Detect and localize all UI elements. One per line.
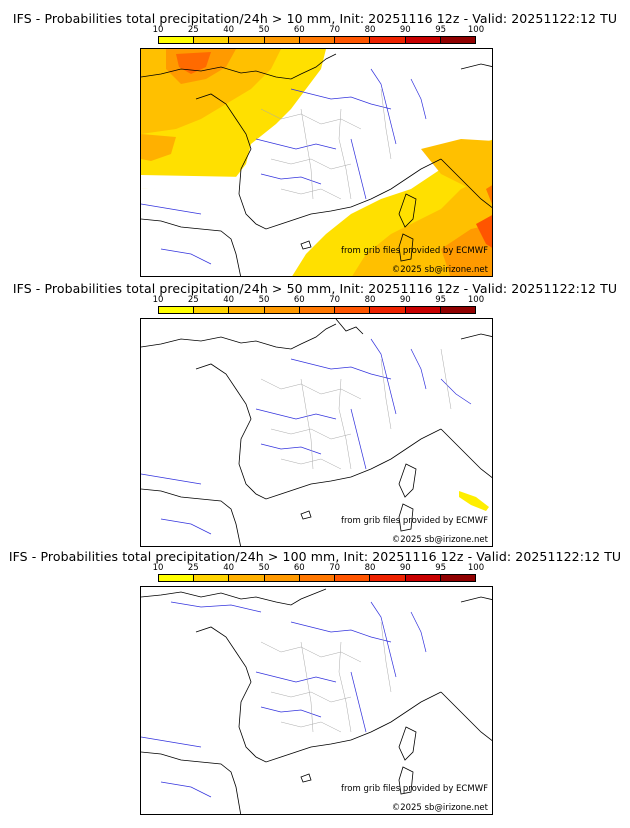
admin-borders	[260, 621, 392, 733]
coastlines	[141, 588, 492, 814]
colorbar-segment	[229, 307, 265, 313]
colorbar-tick: 50	[258, 25, 270, 35]
source-credit: from grib files provided by ECMWF	[341, 784, 488, 794]
colorbar	[158, 574, 476, 582]
panel-title: IFS - Probabilities total precipitation/…	[12, 11, 618, 26]
panel-100mm: IFS - Probabilities total precipitation/…	[0, 538, 630, 815]
colorbar-segment	[440, 37, 475, 43]
map-graphic	[141, 319, 492, 546]
panel-title: IFS - Probabilities total precipitation/…	[12, 281, 618, 296]
colorbar-tick: 60	[293, 25, 305, 35]
colorbar-segment	[229, 575, 265, 581]
colorbar-tick: 10	[152, 563, 164, 573]
colorbar-tick: 50	[258, 563, 270, 573]
colorbar-segment	[264, 575, 300, 581]
colorbar-segment	[194, 575, 230, 581]
colorbar-tick: 100	[467, 25, 485, 35]
colorbar-tick: 50	[258, 295, 270, 305]
colorbar-segment	[264, 307, 300, 313]
coastlines	[141, 319, 492, 546]
colorbar-tick: 70	[329, 295, 341, 305]
colorbar	[158, 36, 476, 44]
source-credit: from grib files provided by ECMWF	[341, 516, 488, 526]
colorbar-tick: 25	[187, 563, 199, 573]
colorbar-segment	[264, 37, 300, 43]
colorbar-tick: 25	[187, 25, 199, 35]
colorbar-segment	[370, 307, 406, 313]
colorbar-tick: 80	[364, 563, 376, 573]
copyright: ©2025 sb@irizone.net	[391, 265, 488, 275]
probability-map: from grib files provided by ECMWF ©2025 …	[140, 586, 493, 815]
admin-borders	[260, 88, 392, 200]
colorbar-segment	[159, 575, 195, 581]
colorbar-tick: 40	[223, 295, 235, 305]
colorbar-tick: 95	[435, 25, 447, 35]
colorbar-segment	[405, 37, 441, 43]
colorbar	[158, 306, 476, 314]
coastlines	[141, 53, 492, 276]
copyright: ©2025 sb@irizone.net	[391, 535, 488, 545]
colorbar-tick: 90	[399, 563, 411, 573]
rivers	[141, 68, 427, 265]
colorbar-tick: 60	[293, 295, 305, 305]
colorbar-tick: 95	[435, 295, 447, 305]
admin-borders	[260, 348, 452, 470]
colorbar-tick: 10	[152, 25, 164, 35]
colorbar-tick: 95	[435, 563, 447, 573]
colorbar-tick: 80	[364, 295, 376, 305]
probability-field	[459, 491, 489, 511]
colorbar-tick: 90	[399, 25, 411, 35]
probability-field	[141, 49, 492, 276]
colorbar-segment	[440, 307, 475, 313]
colorbar-tick: 100	[467, 295, 485, 305]
colorbar-segment	[194, 307, 230, 313]
copyright: ©2025 sb@irizone.net	[391, 803, 488, 813]
colorbar-tick: 60	[293, 563, 305, 573]
colorbar-tick: 40	[223, 25, 235, 35]
map-graphic	[141, 49, 492, 276]
colorbar-segment	[370, 37, 406, 43]
colorbar-tick: 100	[467, 563, 485, 573]
colorbar-segment	[370, 575, 406, 581]
colorbar-tick: 70	[329, 563, 341, 573]
colorbar-segment	[405, 307, 441, 313]
colorbar-segment	[335, 575, 371, 581]
colorbar-segment	[335, 37, 371, 43]
colorbar-tick: 80	[364, 25, 376, 35]
colorbar-tick: 90	[399, 295, 411, 305]
source-credit: from grib files provided by ECMWF	[341, 246, 488, 256]
map-graphic	[141, 588, 492, 814]
colorbar-segment	[194, 37, 230, 43]
panel-10mm: IFS - Probabilities total precipitation/…	[0, 0, 630, 277]
panel-50mm: IFS - Probabilities total precipitation/…	[0, 270, 630, 547]
panel-title: IFS - Probabilities total precipitation/…	[8, 549, 622, 564]
colorbar-segment	[440, 575, 475, 581]
colorbar-tick-labels: 10 25 40 50 60 70 80 90 95 100	[153, 25, 485, 35]
colorbar-segment	[335, 307, 371, 313]
colorbar-segment	[299, 37, 336, 43]
colorbar-segment	[159, 37, 195, 43]
colorbar-segment	[299, 575, 336, 581]
colorbar-tick: 10	[152, 295, 164, 305]
colorbar-segment	[299, 307, 336, 313]
colorbar-segment	[405, 575, 441, 581]
colorbar-tick: 40	[223, 563, 235, 573]
colorbar-tick-labels: 10 25 40 50 60 70 80 90 95 100	[153, 563, 485, 573]
colorbar-segment	[159, 307, 195, 313]
colorbar-tick: 70	[329, 25, 341, 35]
rivers	[141, 601, 427, 798]
colorbar-segment	[229, 37, 265, 43]
probability-map: from grib files provided by ECMWF ©2025 …	[140, 48, 493, 277]
rivers	[141, 338, 472, 535]
colorbar-tick-labels: 10 25 40 50 60 70 80 90 95 100	[153, 295, 485, 305]
colorbar-tick: 25	[187, 295, 199, 305]
probability-map: from grib files provided by ECMWF ©2025 …	[140, 318, 493, 547]
